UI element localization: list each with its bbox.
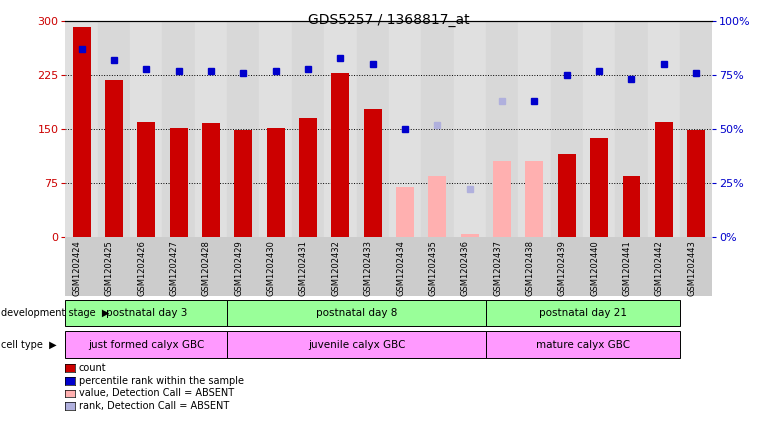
Text: GSM1202437: GSM1202437 (493, 240, 502, 296)
Text: GSM1202442: GSM1202442 (654, 240, 664, 296)
Bar (266, 128, 285, 237)
Bar (428, 176, 447, 237)
Text: GSM1202427: GSM1202427 (169, 240, 179, 296)
Bar (654, 122, 673, 237)
Bar (648, 21, 680, 237)
Bar (396, 187, 414, 237)
Bar (105, 80, 123, 237)
Text: GSM1202436: GSM1202436 (460, 240, 470, 296)
FancyBboxPatch shape (65, 332, 227, 358)
Text: value, Detection Call = ABSENT: value, Detection Call = ABSENT (79, 388, 233, 398)
Text: GSM1202440: GSM1202440 (590, 240, 599, 296)
Text: GSM1202432: GSM1202432 (331, 240, 340, 296)
Bar (687, 130, 705, 237)
Text: GSM1202425: GSM1202425 (105, 240, 114, 296)
Bar (622, 176, 641, 237)
Bar (324, 21, 357, 237)
Bar (680, 21, 712, 237)
Bar (234, 130, 253, 237)
Bar (65, 21, 98, 237)
Text: GSM1202435: GSM1202435 (428, 240, 437, 296)
Bar (195, 21, 227, 237)
Bar (299, 118, 317, 237)
Text: just formed calyx GBC: just formed calyx GBC (88, 340, 205, 350)
Text: count: count (79, 363, 106, 373)
Bar (259, 21, 292, 237)
Text: GSM1202443: GSM1202443 (687, 240, 696, 296)
Bar (130, 21, 162, 237)
Bar (227, 21, 259, 237)
Bar (590, 137, 608, 237)
Text: GSM1202424: GSM1202424 (72, 240, 82, 296)
Bar (493, 162, 511, 237)
FancyBboxPatch shape (486, 299, 680, 327)
Bar (583, 21, 615, 237)
Text: rank, Detection Call = ABSENT: rank, Detection Call = ABSENT (79, 401, 229, 411)
Text: juvenile calyx GBC: juvenile calyx GBC (308, 340, 405, 350)
Bar (363, 109, 382, 237)
Bar (169, 128, 188, 237)
Bar (72, 27, 91, 237)
Text: GSM1202428: GSM1202428 (202, 240, 211, 296)
Text: GSM1202430: GSM1202430 (266, 240, 276, 296)
Bar (162, 21, 195, 237)
Text: GSM1202441: GSM1202441 (622, 240, 631, 296)
FancyBboxPatch shape (227, 299, 486, 327)
Bar (331, 73, 350, 237)
Bar (557, 154, 576, 237)
FancyBboxPatch shape (227, 332, 486, 358)
FancyBboxPatch shape (486, 332, 680, 358)
FancyBboxPatch shape (65, 299, 227, 327)
Bar (137, 122, 156, 237)
Bar (389, 21, 421, 237)
Bar (421, 21, 454, 237)
Bar (518, 21, 551, 237)
Text: mature calyx GBC: mature calyx GBC (536, 340, 630, 350)
Bar (292, 21, 324, 237)
Text: GSM1202439: GSM1202439 (557, 240, 567, 296)
Bar (202, 123, 220, 237)
Text: GSM1202426: GSM1202426 (137, 240, 146, 296)
Text: GDS5257 / 1368817_at: GDS5257 / 1368817_at (308, 13, 470, 27)
Text: GSM1202431: GSM1202431 (299, 240, 308, 296)
Text: percentile rank within the sample: percentile rank within the sample (79, 376, 243, 386)
Bar (98, 21, 130, 237)
Bar (454, 21, 486, 237)
Text: GSM1202433: GSM1202433 (363, 240, 373, 296)
Bar (460, 234, 479, 237)
Text: GSM1202434: GSM1202434 (396, 240, 405, 296)
Bar (525, 162, 544, 237)
Text: GSM1202429: GSM1202429 (234, 240, 243, 296)
Text: GSM1202438: GSM1202438 (525, 240, 534, 296)
Bar (615, 21, 648, 237)
Bar (551, 21, 583, 237)
Text: postnatal day 3: postnatal day 3 (105, 308, 187, 318)
Text: postnatal day 8: postnatal day 8 (316, 308, 397, 318)
Text: postnatal day 21: postnatal day 21 (539, 308, 627, 318)
Bar (357, 21, 389, 237)
Text: development stage  ▶: development stage ▶ (1, 308, 109, 318)
Text: cell type  ▶: cell type ▶ (1, 340, 56, 350)
Bar (486, 21, 518, 237)
